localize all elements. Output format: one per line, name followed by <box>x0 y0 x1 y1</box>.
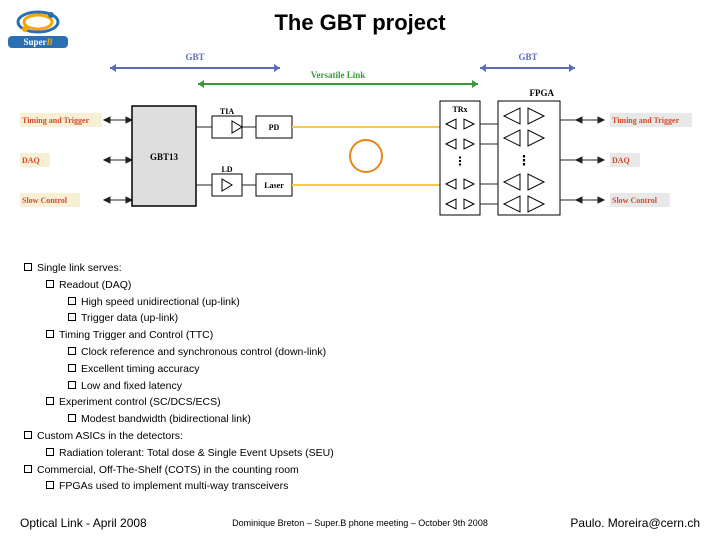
svg-text:DAQ: DAQ <box>22 156 40 165</box>
bullet-text: Clock reference and synchronous control … <box>81 346 326 358</box>
square-bullet-icon <box>68 347 76 355</box>
laser-box: Laser <box>242 174 292 196</box>
svg-text:Slow Control: Slow Control <box>22 196 68 205</box>
svg-text:DAQ: DAQ <box>612 156 630 165</box>
square-bullet-icon <box>24 431 32 439</box>
bullet-item: Modest bandwidth (bidirectional link) <box>24 411 694 428</box>
square-bullet-icon <box>46 397 54 405</box>
bullet-text: Radiation tolerant: Total dose & Single … <box>59 447 334 459</box>
bullet-list: Single link serves: Readout (DAQ) High spe… <box>24 260 694 495</box>
svg-text:FPGA: FPGA <box>530 88 555 98</box>
fiber-ring-icon <box>350 140 382 172</box>
bullet-item: Radiation tolerant: Total dose & Single … <box>24 445 694 462</box>
bullet-item: High speed unidirectional (up-link) <box>24 294 694 311</box>
square-bullet-icon <box>24 465 32 473</box>
svg-text:Slow Control: Slow Control <box>612 196 658 205</box>
svg-text:⋮: ⋮ <box>455 156 465 167</box>
bullet-item: Excellent timing accuracy <box>24 361 694 378</box>
bullet-text: Excellent timing accuracy <box>81 363 199 375</box>
page-title: The GBT project <box>0 10 720 36</box>
gbt-architecture-diagram: GBT Versatile Link GBT Timing and Trigge… <box>20 46 700 246</box>
pd-box: PD <box>242 116 292 138</box>
bullet-item: FPGAs used to implement multi-way transc… <box>24 478 694 495</box>
svg-text:PD: PD <box>269 123 280 132</box>
svg-text:Timing and Trigger: Timing and Trigger <box>22 116 90 125</box>
svg-text:GBT: GBT <box>185 52 204 62</box>
bullet-text: Custom ASICs in the detectors: <box>37 430 183 442</box>
bullet-text: Modest bandwidth (bidirectional link) <box>81 413 251 425</box>
tia-box: TIA <box>196 107 242 138</box>
bullet-text: High speed unidirectional (up-link) <box>81 296 240 308</box>
bullet-item: Readout (DAQ) <box>24 277 694 294</box>
square-bullet-icon <box>68 297 76 305</box>
svg-text:Timing and Trigger: Timing and Trigger <box>612 116 680 125</box>
square-bullet-icon <box>46 448 54 456</box>
bullet-item: Timing Trigger and Control (TTC) <box>24 327 694 344</box>
square-bullet-icon <box>68 313 76 321</box>
bullet-item: Single link serves: <box>24 260 694 277</box>
bullet-item: Trigger data (up-link) <box>24 310 694 327</box>
square-bullet-icon <box>68 381 76 389</box>
ld-box: LD <box>196 165 242 196</box>
bullet-item: Experiment control (SC/DCS/ECS) <box>24 394 694 411</box>
square-bullet-icon <box>46 280 54 288</box>
gbt13-box: GBT13 <box>132 106 196 206</box>
bullet-text: Commercial, Off-The-Shelf (COTS) in the … <box>37 464 299 476</box>
svg-text:LD: LD <box>221 165 232 174</box>
svg-text:Laser: Laser <box>264 181 284 190</box>
svg-text:TIA: TIA <box>220 107 234 116</box>
trx-box: TRx ⋮ <box>440 101 480 215</box>
svg-text:TRx: TRx <box>452 105 467 114</box>
svg-text:GBT: GBT <box>518 52 537 62</box>
bullet-text: Low and fixed latency <box>81 380 182 392</box>
bullet-item: Clock reference and synchronous control … <box>24 344 694 361</box>
bullet-text: Single link serves: <box>37 262 122 274</box>
svg-text:GBT13: GBT13 <box>150 152 179 162</box>
bullet-text: Experiment control (SC/DCS/ECS) <box>59 396 221 408</box>
bullet-text: Readout (DAQ) <box>59 279 131 291</box>
bullet-text: FPGAs used to implement multi-way transc… <box>59 480 288 492</box>
top-span-versatile: Versatile Link <box>198 70 478 88</box>
bullet-text: Trigger data (up-link) <box>81 312 178 324</box>
square-bullet-icon <box>24 263 32 271</box>
footer-right: Paulo. Moreira@cern.ch <box>570 516 700 530</box>
square-bullet-icon <box>46 481 54 489</box>
svg-text:⋮: ⋮ <box>518 153 530 167</box>
bullet-item: Commercial, Off-The-Shelf (COTS) in the … <box>24 462 694 479</box>
fpga-box: FPGA ⋮ <box>480 88 560 215</box>
square-bullet-icon <box>68 414 76 422</box>
square-bullet-icon <box>46 330 54 338</box>
bullet-item: Low and fixed latency <box>24 378 694 395</box>
bullet-text: Timing Trigger and Control (TTC) <box>59 329 213 341</box>
square-bullet-icon <box>68 364 76 372</box>
top-span-gbt-right: GBT <box>480 52 575 72</box>
svg-text:Versatile Link: Versatile Link <box>311 70 365 80</box>
bullet-item: Custom ASICs in the detectors: <box>24 428 694 445</box>
top-span-gbt-left: GBT <box>110 52 280 72</box>
left-io-labels: Timing and Trigger DAQ Slow Control <box>20 113 102 207</box>
right-io-labels: Timing and Trigger DAQ Slow Control <box>610 113 692 207</box>
